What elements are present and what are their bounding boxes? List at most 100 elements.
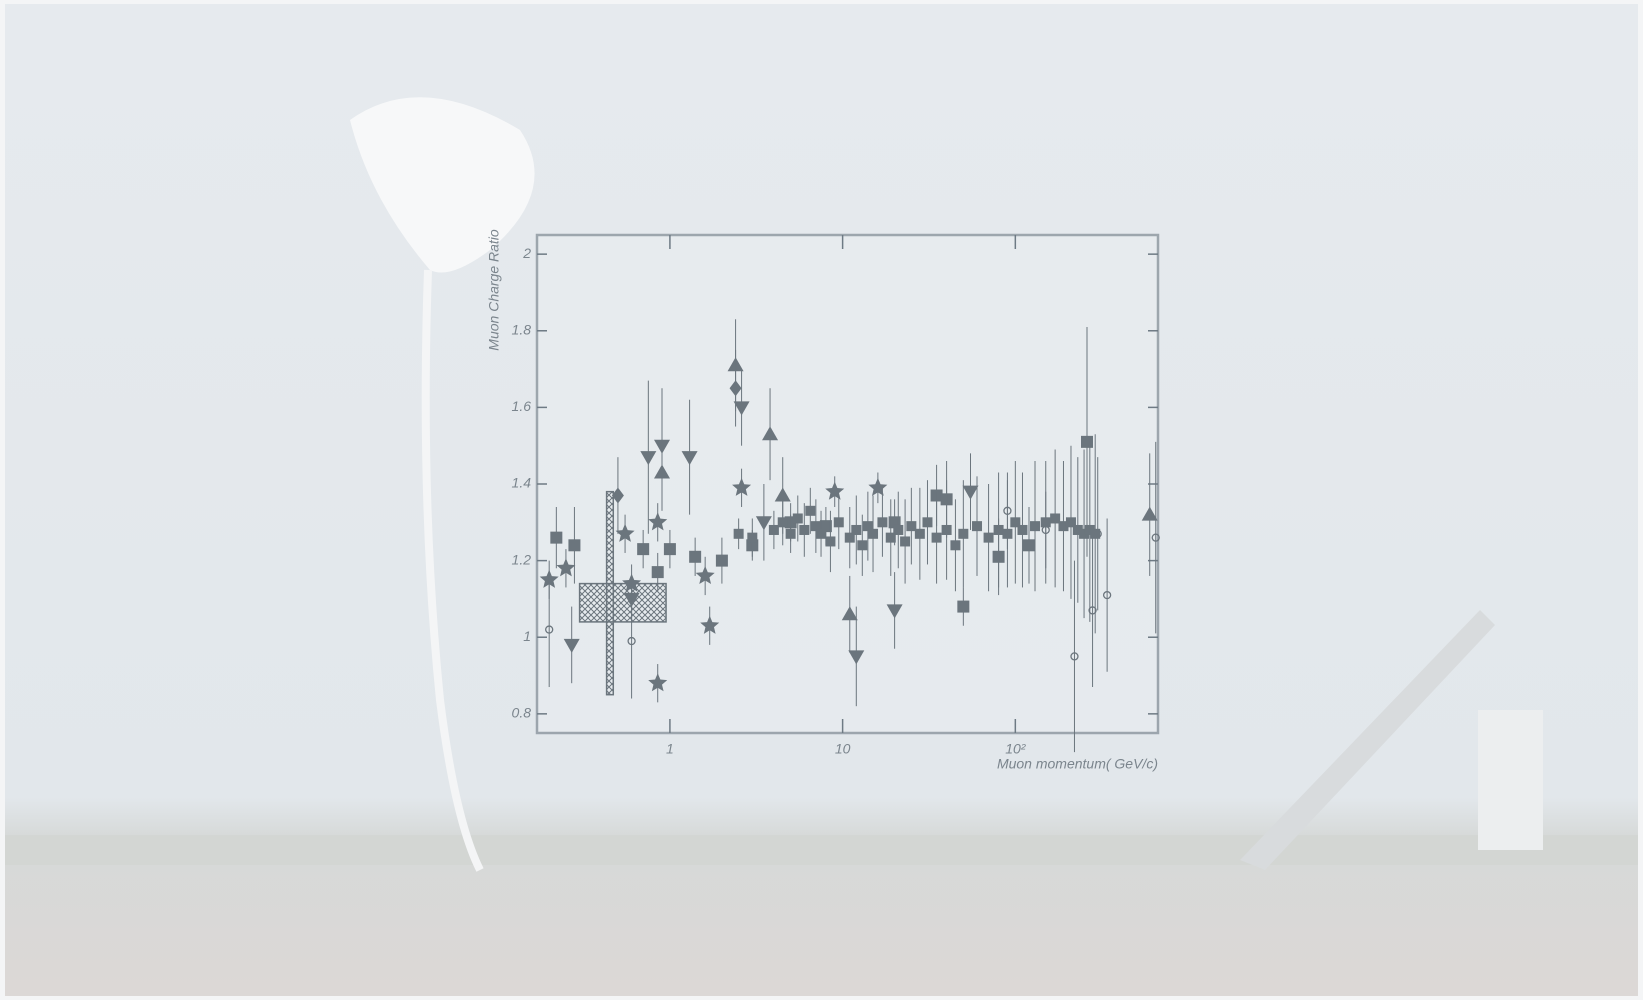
square-marker [957, 600, 970, 613]
square-marker [972, 521, 983, 532]
balloon-tether [421, 269, 484, 872]
circle-marker [545, 625, 554, 634]
square-marker [1090, 528, 1101, 539]
triangle-marker [841, 606, 858, 621]
y-tick-label: 0.8 [512, 705, 532, 721]
square-marker [950, 540, 961, 551]
square-marker [862, 521, 873, 532]
triangle-marker [733, 401, 750, 416]
y-tick-label: 1.4 [512, 475, 532, 491]
square-marker [805, 505, 816, 516]
x-tick-label: 10² [1005, 741, 1027, 757]
square-marker [1065, 517, 1076, 528]
square-marker [550, 531, 563, 544]
square-marker [1080, 435, 1093, 448]
treeline [5, 835, 1638, 865]
square-marker [651, 566, 664, 579]
square-marker [1084, 524, 1095, 535]
x-tick-label: 10 [835, 741, 851, 757]
star-marker [695, 565, 715, 585]
square-marker [637, 543, 650, 556]
triangle-marker [640, 451, 657, 466]
star-marker [700, 615, 720, 634]
square-marker [747, 532, 758, 543]
triangle-marker [654, 464, 671, 479]
y-axis-title: Muon Charge Ratio [486, 229, 502, 351]
triangle-marker [563, 638, 580, 653]
square-marker [792, 513, 803, 524]
square-marker [715, 554, 728, 567]
square-marker [1030, 521, 1041, 532]
square-marker [568, 539, 581, 552]
square-marker [768, 524, 779, 535]
square-marker [733, 528, 744, 539]
triangle-marker [962, 485, 979, 500]
square-marker [785, 528, 796, 539]
star-marker [648, 512, 668, 531]
square-marker [816, 528, 827, 539]
y-tick-label: 1.2 [512, 551, 532, 567]
square-marker [877, 517, 888, 528]
y-tick-label: 1.6 [512, 398, 532, 414]
square-marker [868, 528, 879, 539]
circle-marker [1151, 533, 1160, 542]
y-tick-label: 2 [522, 245, 531, 261]
square-marker [851, 524, 862, 535]
square-marker [958, 528, 969, 539]
star-marker [615, 523, 635, 542]
square-marker [900, 536, 911, 547]
hatched-band [578, 582, 667, 623]
circle-marker [1070, 652, 1079, 661]
triangle-marker [1141, 506, 1158, 521]
y-tick-label: 1 [523, 628, 531, 644]
triangle-marker [886, 604, 903, 619]
square-marker [689, 550, 702, 563]
plot-frame [535, 233, 1160, 735]
square-marker [1002, 528, 1013, 539]
hatched-band [605, 490, 615, 696]
square-marker [1079, 528, 1090, 539]
square-marker [1072, 524, 1083, 535]
square-marker [777, 517, 788, 528]
star-marker [622, 573, 642, 592]
triangle-marker [762, 426, 779, 441]
circle-marker [1102, 590, 1112, 600]
triangle-marker [681, 451, 698, 466]
balloon [350, 97, 535, 273]
triangle-marker [755, 516, 772, 531]
square-marker [1050, 513, 1061, 524]
x-axis-title: Muon momentum( GeV/c) [997, 756, 1158, 772]
crane-arm [1240, 610, 1495, 870]
square-marker [914, 528, 925, 539]
square-marker [825, 536, 836, 547]
square-marker [941, 524, 952, 535]
circle-marker [627, 636, 636, 646]
square-marker [799, 524, 810, 535]
diamond-marker [611, 487, 624, 504]
x-tick-label: 1 [666, 741, 674, 757]
square-marker [810, 521, 821, 532]
square-marker [844, 532, 855, 543]
square-marker [1058, 521, 1069, 532]
square-marker [833, 517, 844, 528]
square-marker [922, 517, 933, 528]
square-marker [983, 532, 994, 543]
star-marker [732, 477, 752, 496]
square-marker [857, 540, 868, 551]
payload [1478, 710, 1543, 850]
square-marker [893, 524, 904, 535]
square-marker [993, 524, 1004, 535]
star-marker [556, 558, 576, 577]
square-marker [1023, 539, 1036, 552]
square-marker [1017, 524, 1028, 535]
square-marker [931, 532, 942, 543]
square-marker [663, 543, 676, 556]
square-marker [885, 532, 896, 543]
star-marker [825, 481, 845, 500]
square-marker [1040, 517, 1051, 528]
square-marker [906, 521, 917, 532]
square-marker [1010, 517, 1021, 528]
triangle-marker [848, 650, 865, 665]
